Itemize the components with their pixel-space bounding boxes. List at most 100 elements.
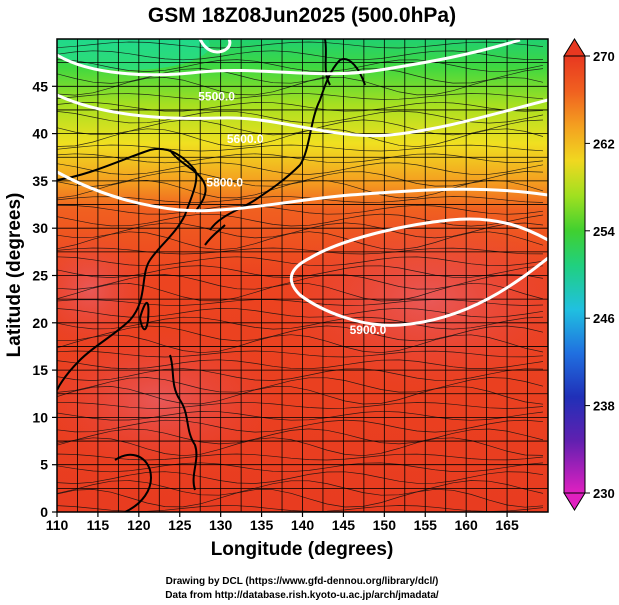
streamline: [57, 144, 544, 152]
y-axis-label: Latitude (degrees): [4, 193, 25, 358]
x-tick-label: 160: [454, 517, 478, 533]
streamline: [57, 50, 544, 61]
y-tick-label: 15: [32, 362, 48, 378]
coast-mainland-asia: [57, 147, 198, 391]
contour-5900: [289, 217, 548, 327]
streamline: [57, 480, 544, 496]
streamline: [57, 505, 544, 512]
colorbar-ticks: 230 238 246 254 262 270: [585, 49, 615, 501]
x-axis-label: Longitude (degrees): [211, 539, 394, 560]
streamline: [57, 410, 544, 421]
streamline: [57, 334, 544, 354]
x-tick-label: 120: [127, 517, 151, 533]
coast-sakhalin: [324, 39, 331, 86]
colorbar-gradient: [563, 55, 586, 494]
colorbar-tick-label: 270: [593, 49, 615, 64]
y-tick-label: 0: [40, 504, 48, 520]
streamline: [57, 110, 544, 124]
streamline: [57, 307, 544, 318]
contour-5600: [57, 93, 548, 138]
streamline: [57, 350, 544, 358]
colorbar-tick-label: 238: [593, 399, 615, 414]
contour-label: 5600.0: [227, 132, 264, 146]
colorbar-top-arrow: [563, 38, 586, 57]
colorbar: 230 238 246 254 262 270: [563, 38, 615, 511]
streamline: [57, 385, 544, 405]
colorbar-tick-label: 262: [593, 136, 615, 151]
streamline: [57, 41, 544, 49]
lat-lon-grid: [57, 39, 548, 512]
x-axis-ticks: 110 115 120 125 130 135 140 145 150 155 160 165: [46, 512, 519, 533]
streamline: [57, 59, 544, 72]
streamline: [57, 101, 544, 112]
y-tick-label: 35: [32, 173, 48, 189]
streamline: [57, 462, 544, 473]
warm-region-south: [57, 330, 280, 470]
contour-5500: [57, 39, 521, 77]
streamline: [57, 325, 544, 342]
streamline: [57, 488, 544, 508]
coast-borneo: [114, 453, 152, 512]
colorbar-bottom-arrow: [563, 492, 586, 511]
streamline: [57, 402, 544, 409]
x-tick-label: 135: [250, 517, 274, 533]
contour-label: 5500.0: [198, 89, 235, 103]
x-tick-label: 110: [46, 517, 69, 533]
credit-line-2: Data from http://database.rish.kyoto-u.a…: [165, 590, 439, 601]
streamline: [57, 68, 544, 84]
contour-labels: 5500.0 5600.0 5800.0 5900.0: [198, 89, 386, 337]
streamline: [57, 256, 544, 267]
streamline: [57, 419, 544, 433]
warm-region-east: [280, 210, 548, 390]
contour-5800: [57, 170, 548, 213]
coast-korea: [169, 149, 207, 213]
streamline: [57, 196, 544, 203]
streamline: [57, 93, 544, 100]
contour-label: 5900.0: [350, 323, 387, 337]
y-axis-ticks: 0 5 10 15 20 25 30 35 40 45: [32, 78, 57, 520]
coast-kyushu: [204, 224, 226, 246]
credit-line-1: Drawing by DCL (https://www.gfd-dennou.o…: [166, 576, 439, 587]
streamline: [57, 377, 544, 393]
colorbar-tick-label: 230: [593, 486, 615, 501]
contour-5500-cold-loop: [198, 39, 232, 54]
streamline: [57, 179, 544, 199]
x-tick-label: 145: [332, 517, 356, 533]
streamline: [57, 437, 544, 457]
streamline: [57, 368, 544, 381]
streamline: [57, 359, 544, 370]
plot-area: 5500.0 5600.0 5800.0 5900.0: [57, 39, 548, 512]
streamline: [57, 299, 544, 306]
geopotential-contours: [57, 39, 548, 327]
chart-title: GSM 18Z08Jun2025 (500.0hPa): [148, 4, 456, 27]
x-tick-label: 115: [87, 517, 110, 533]
contour-label: 5800.0: [206, 176, 243, 190]
x-tick-label: 155: [414, 517, 438, 533]
y-tick-label: 40: [32, 126, 48, 142]
colorbar-tick-label: 254: [593, 224, 615, 239]
coastlines: [57, 39, 366, 512]
y-tick-label: 5: [40, 457, 48, 473]
x-tick-label: 140: [291, 517, 315, 533]
streamline: [57, 128, 544, 148]
streamline: [57, 453, 544, 461]
x-tick-label: 125: [168, 517, 192, 533]
streamline: [57, 428, 544, 445]
y-tick-label: 20: [32, 315, 48, 331]
streamline: [57, 231, 544, 251]
wind-streamlines: [57, 41, 544, 512]
y-tick-label: 30: [32, 220, 48, 236]
streamline: [57, 247, 544, 255]
x-tick-label: 130: [209, 517, 233, 533]
warm-region-west: [57, 230, 150, 350]
streamline: [57, 204, 544, 215]
colorbar-tick-label: 246: [593, 311, 615, 326]
x-tick-label: 150: [373, 517, 397, 533]
streamline: [57, 213, 544, 227]
y-tick-label: 10: [32, 409, 48, 425]
coast-japan: [209, 58, 366, 231]
y-tick-label: 25: [32, 268, 48, 284]
x-tick-label: 165: [495, 517, 519, 533]
streamline: [57, 471, 544, 484]
